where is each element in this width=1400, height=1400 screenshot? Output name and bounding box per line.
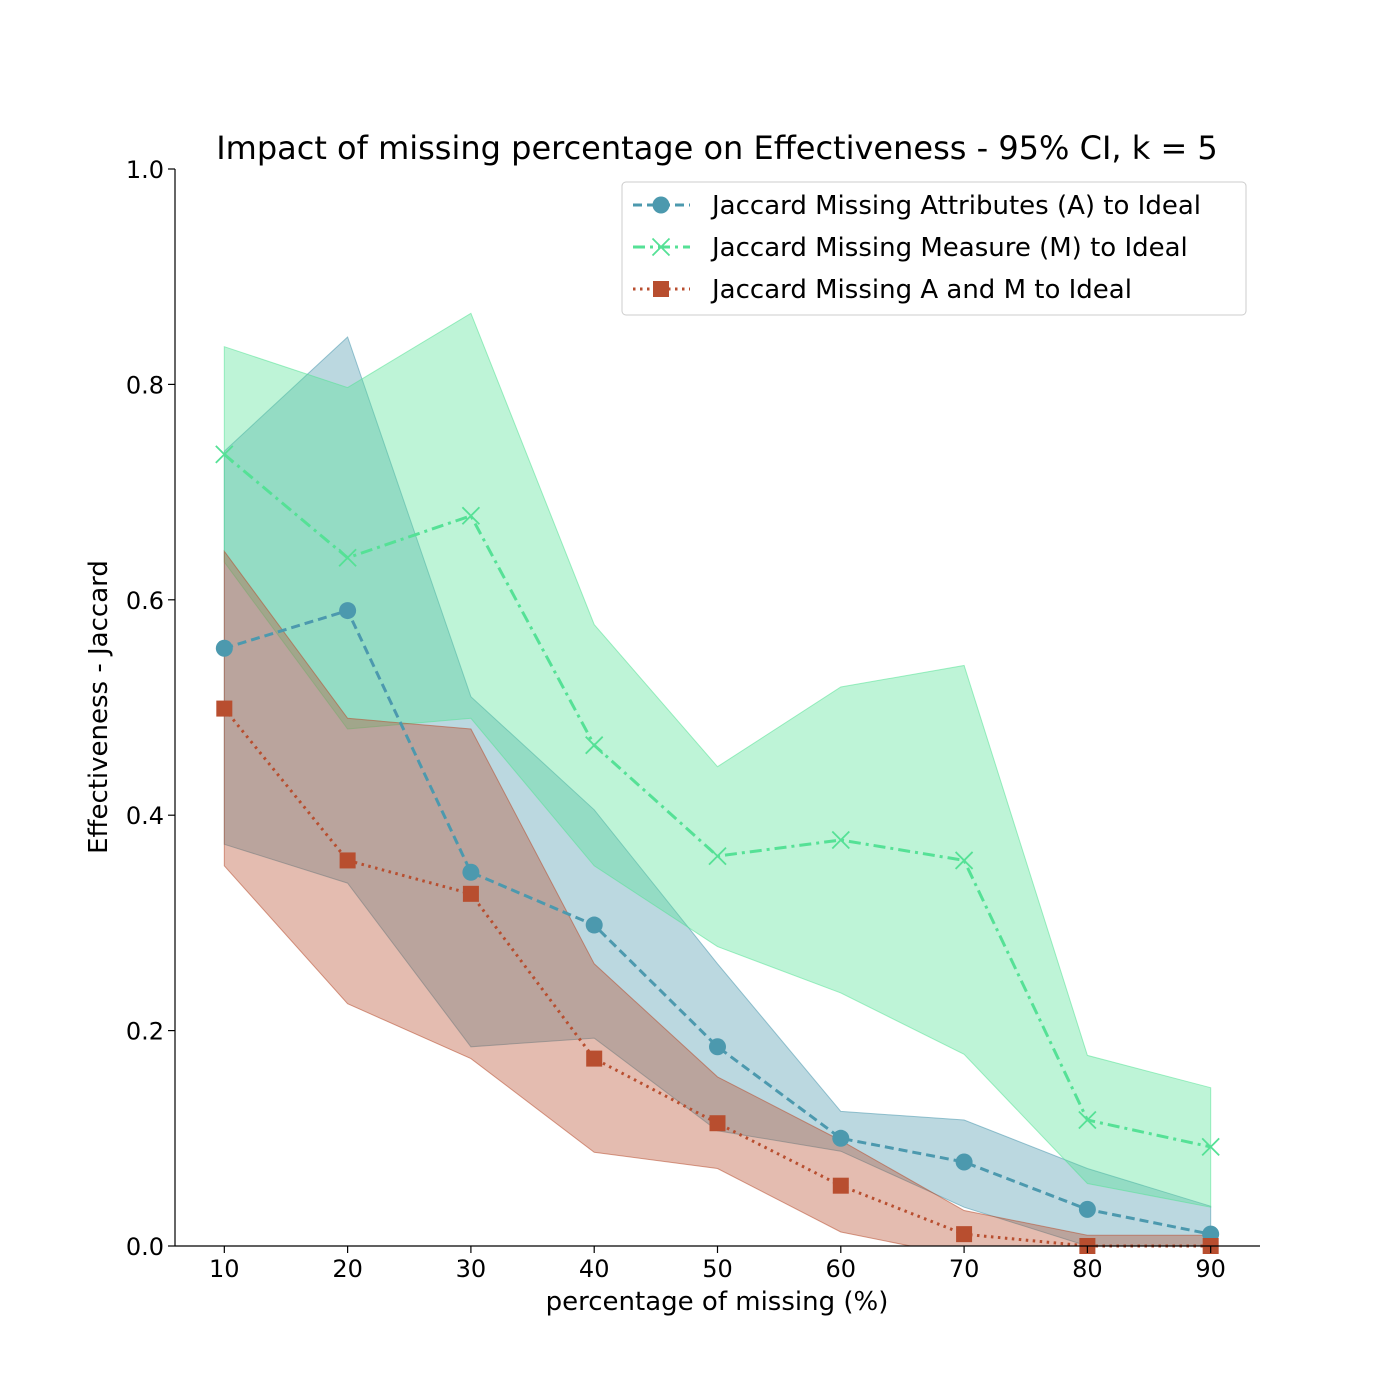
data-point-s1-40 bbox=[585, 916, 603, 934]
data-point-s2-70 bbox=[954, 851, 974, 870]
data-point-s1-60 bbox=[832, 1129, 850, 1147]
legend-label-2: Jaccard Missing Measure (M) to Ideal bbox=[710, 233, 1188, 263]
data-point-s3-60 bbox=[832, 1177, 849, 1194]
data-point-s2-90 bbox=[1201, 1137, 1220, 1157]
data-point-s3-10 bbox=[216, 700, 233, 717]
legend-label-3: Jaccard Missing A and M to Ideal bbox=[710, 275, 1132, 305]
series-markers bbox=[215, 445, 1220, 1254]
x-tick-label: 60 bbox=[826, 1255, 857, 1283]
series-line-1 bbox=[223, 608, 1211, 1236]
series-line-3 bbox=[223, 707, 1211, 1248]
x-tick-label: 40 bbox=[579, 1255, 610, 1283]
y-axis-label: Effectiveness - Jaccard bbox=[84, 560, 114, 854]
x-axis-label: percentage of missing (%) bbox=[546, 1287, 889, 1317]
data-point-s2-40 bbox=[585, 736, 604, 755]
x-ticks: 10 20 30 40 50 60 70 80 90 bbox=[209, 1246, 1226, 1283]
legend-frame bbox=[621, 181, 1247, 316]
x-tick-label: 30 bbox=[456, 1255, 487, 1283]
x-tick-label: 10 bbox=[209, 1255, 240, 1283]
x-tick-label: 90 bbox=[1195, 1255, 1226, 1283]
y-tick-label: 0.6 bbox=[126, 587, 164, 615]
legend: Jaccard Missing Attributes (A) to Ideal J… bbox=[621, 181, 1247, 316]
legend-marker-3 bbox=[653, 281, 669, 297]
data-point-s2-60 bbox=[831, 830, 850, 850]
ci-bands bbox=[223, 312, 1212, 1246]
y-tick-label: 0.0 bbox=[126, 1233, 164, 1261]
x-tick-label: 70 bbox=[949, 1255, 980, 1283]
data-point-s3-40 bbox=[586, 1050, 603, 1067]
data-point-s1-50 bbox=[709, 1038, 726, 1056]
data-point-s2-50 bbox=[708, 846, 727, 866]
data-point-s2-80 bbox=[1078, 1110, 1097, 1130]
x-tick-label: 80 bbox=[1072, 1255, 1103, 1283]
legend-marker-2 bbox=[651, 237, 671, 257]
y-tick-label: 0.4 bbox=[126, 802, 164, 830]
data-point-s3-30 bbox=[462, 885, 479, 902]
legend-marker-1 bbox=[652, 196, 670, 214]
x-tick-label: 50 bbox=[702, 1255, 733, 1283]
ci-band-3 bbox=[223, 549, 1212, 1246]
ci-band-1 bbox=[223, 336, 1212, 1246]
y-tick-label: 0.8 bbox=[126, 371, 164, 399]
data-point-s1-70 bbox=[955, 1153, 973, 1171]
data-point-s2-10 bbox=[215, 445, 234, 464]
data-point-s3-70 bbox=[956, 1226, 973, 1243]
x-tick-label: 20 bbox=[332, 1255, 363, 1283]
data-point-s1-20 bbox=[339, 602, 357, 620]
data-point-s2-30 bbox=[461, 506, 481, 525]
ci-band-2 bbox=[223, 312, 1212, 1208]
y-ticks: 0.0 0.2 0.4 0.6 0.8 1.0 bbox=[126, 156, 175, 1261]
data-point-s1-80 bbox=[1078, 1200, 1096, 1218]
y-tick-label: 0.2 bbox=[126, 1018, 164, 1046]
data-point-s1-30 bbox=[462, 863, 480, 881]
chart-title: Impact of missing percentage on Effectiv… bbox=[216, 129, 1218, 167]
data-point-s3-50 bbox=[709, 1115, 726, 1132]
y-tick-label: 1.0 bbox=[126, 156, 164, 184]
data-point-s3-20 bbox=[339, 852, 356, 869]
legend-label-1: Jaccard Missing Attributes (A) to Ideal bbox=[710, 191, 1201, 221]
data-point-s1-10 bbox=[215, 639, 233, 657]
data-point-s2-20 bbox=[338, 548, 357, 567]
